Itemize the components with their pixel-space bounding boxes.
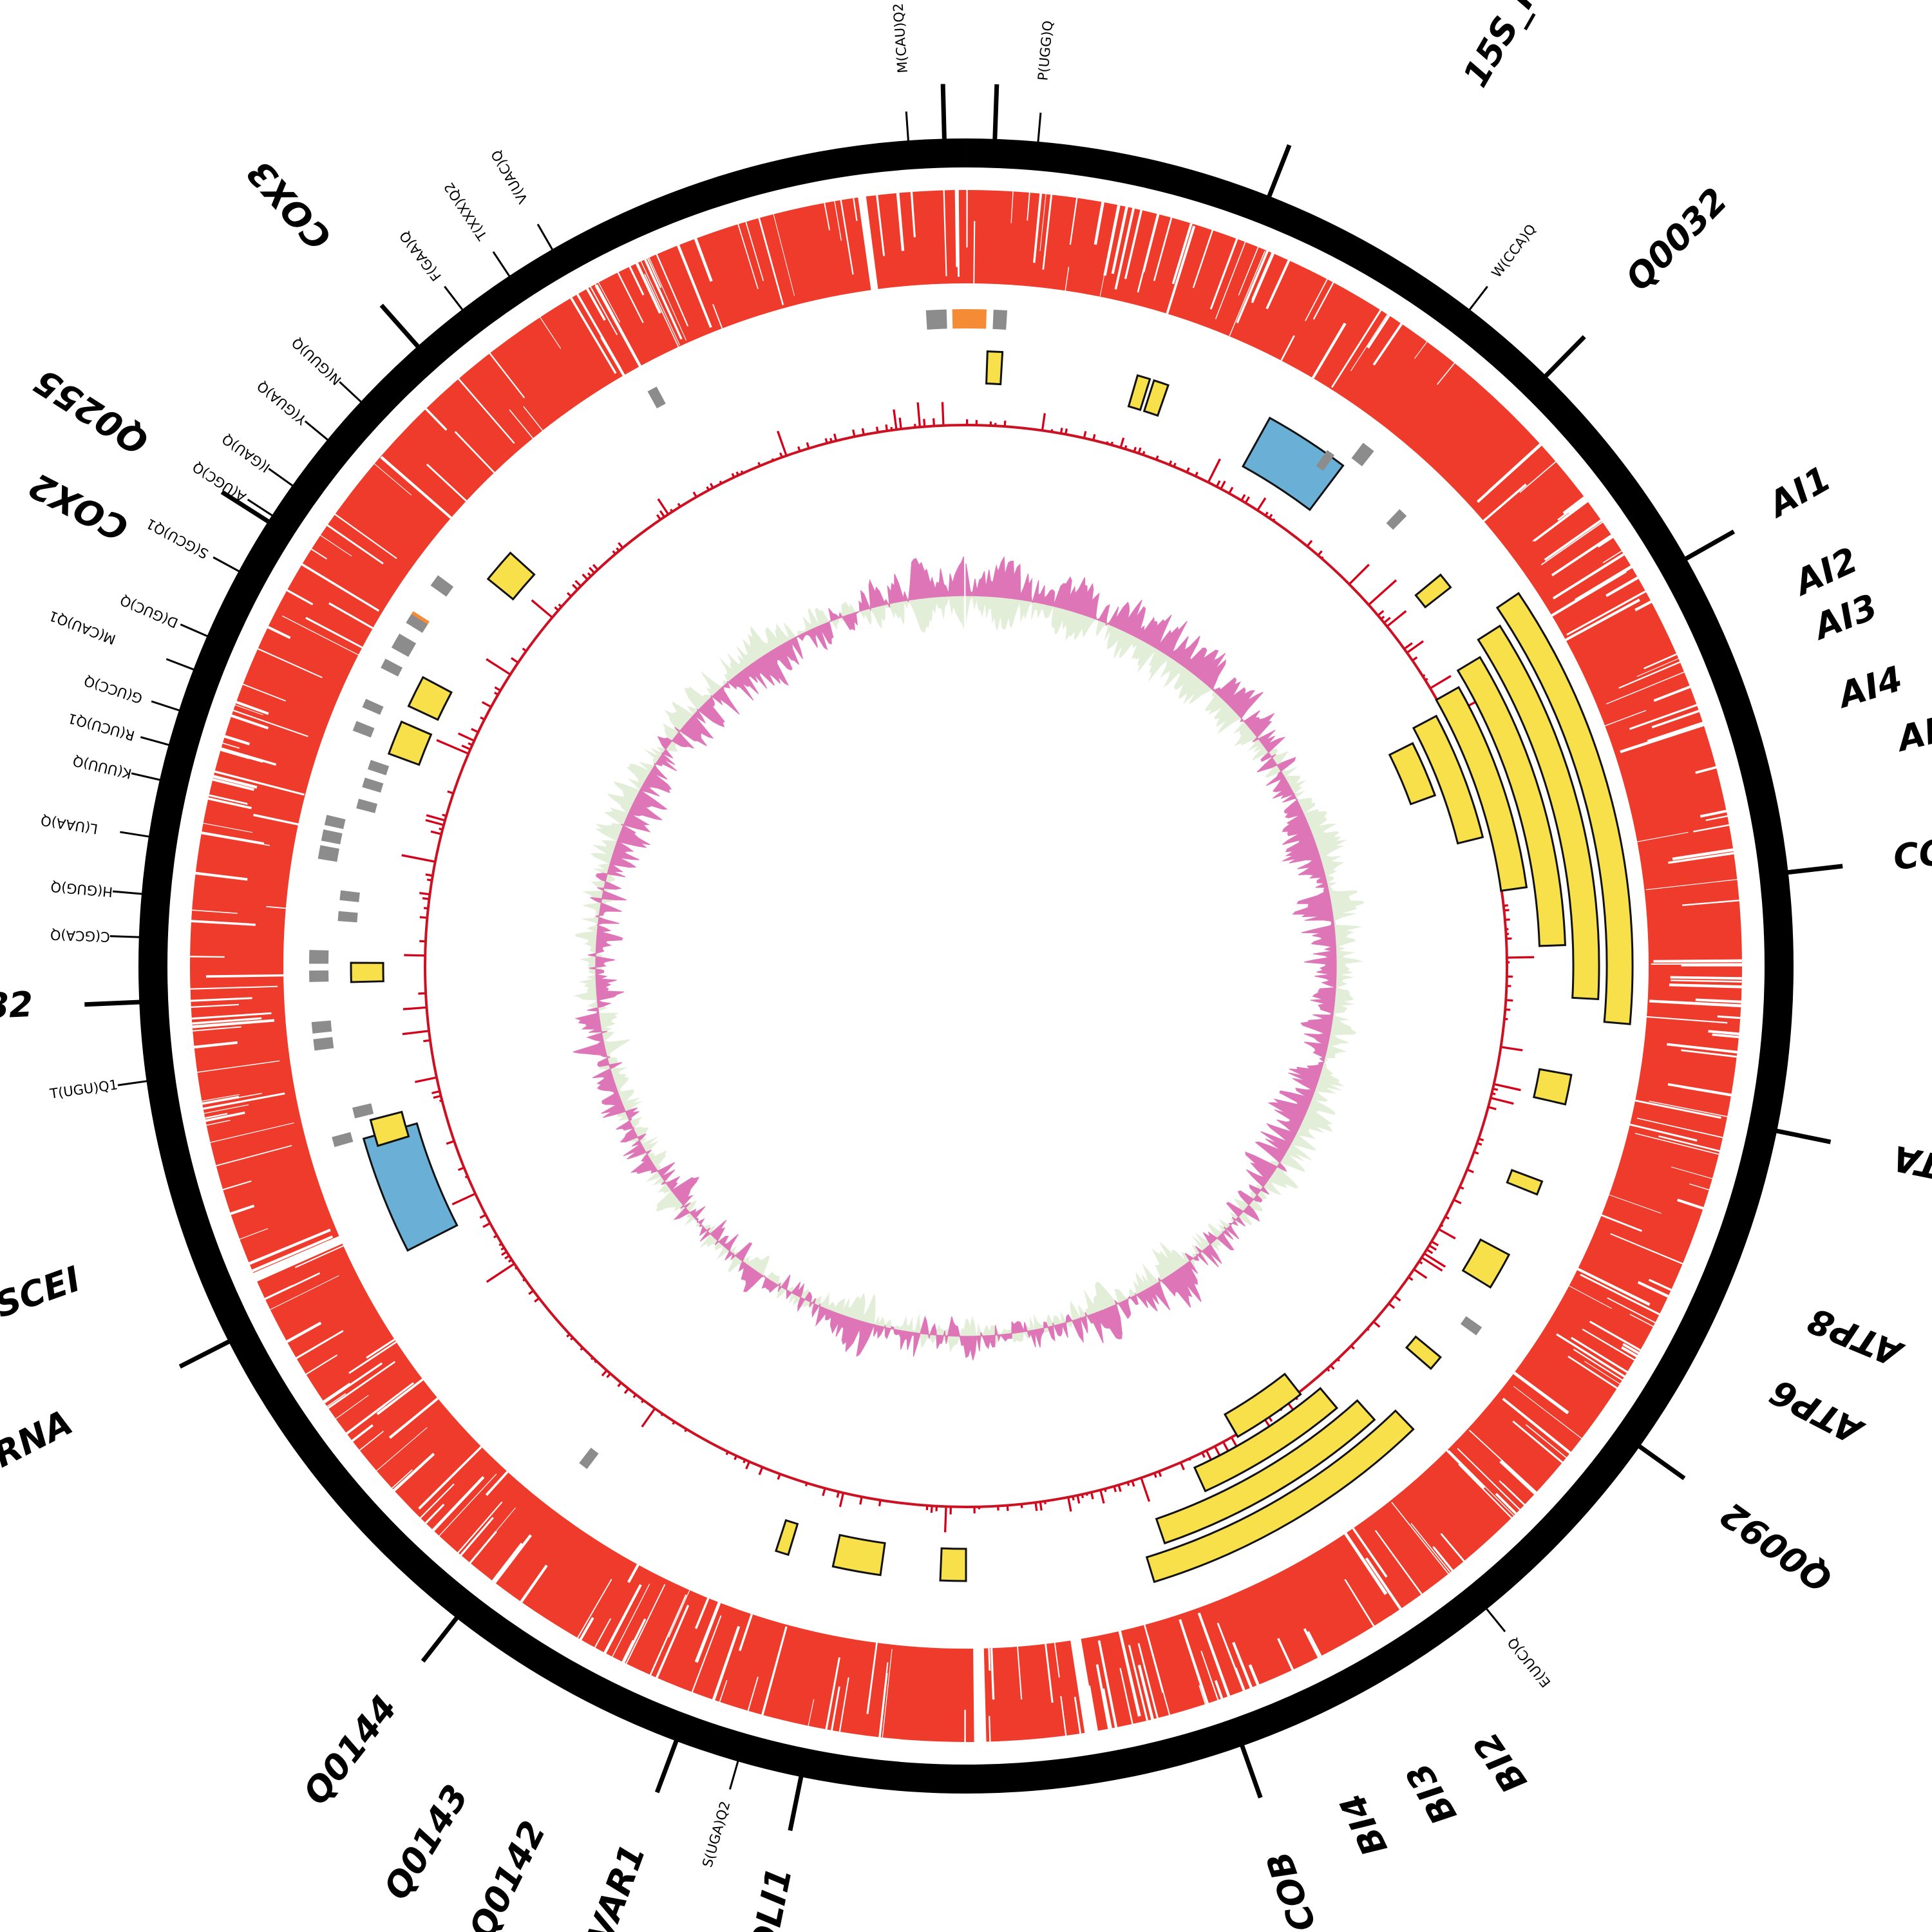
label-tick <box>654 1734 681 1794</box>
gene-label-21s-rrna: 21S_RRNA <box>0 1402 79 1529</box>
trna-tick <box>536 223 556 256</box>
trna-label-i-gau-q: I(GAU)Q <box>219 431 272 475</box>
feature-ring-mid <box>350 350 1573 1582</box>
label-tick <box>940 84 947 146</box>
gene-label-cox3: COX3 <box>240 152 339 258</box>
label-tick <box>1781 864 1843 876</box>
gene-label-ai1: AI1 <box>1759 458 1837 526</box>
gene-label-var1: VAR1 <box>580 1839 654 1932</box>
gene-label-q0255: Q0255 <box>27 361 155 463</box>
trna-label-a-ugc-q: A(UGC)Q <box>190 459 249 505</box>
trna-label-k-uuu-q: K(UUU)Q <box>71 753 133 781</box>
feature-ring-outer <box>309 309 1482 1470</box>
gene-label-ai5-beta: AI5_BETA <box>1889 1137 1932 1213</box>
trna-label-m-cau-q2: M(CAU)Q2 <box>890 3 911 73</box>
label-tick <box>1679 529 1736 564</box>
gene-label-scei: SCEI <box>0 1258 86 1326</box>
trna-label-h-gug-q: H(GUG)Q <box>50 879 113 900</box>
gene-label-q0142: Q0142 <box>461 1815 554 1932</box>
trna-tick <box>180 623 214 639</box>
gene-label-q0182: Q0182 <box>0 984 34 1030</box>
gene-label-bi3: BI3 <box>1398 1756 1464 1832</box>
trna-label-r-ucu-q1: R(UCU)Q1 <box>66 710 137 744</box>
trna-label-y-gua-q: Y(GUA)Q <box>254 378 310 428</box>
label-tick <box>1633 1441 1686 1481</box>
label-tick <box>1265 144 1292 204</box>
trna-tick <box>1482 1603 1506 1633</box>
trna-tick <box>109 935 146 939</box>
trna-tick <box>1464 285 1488 316</box>
gene-label-oli1: OLI1 <box>743 1864 800 1932</box>
histogram-baseline-circle <box>424 424 1508 1508</box>
trna-tick <box>492 251 514 282</box>
gene-label-bi2: BI2 <box>1466 1725 1535 1800</box>
trna-tick <box>444 285 468 316</box>
gene-label-bi4: BI4 <box>1332 1787 1396 1862</box>
gc-skew-track <box>573 556 1365 1361</box>
label-tick <box>379 303 424 353</box>
trna-tick <box>117 1079 153 1086</box>
backbone-ring <box>138 138 1794 1794</box>
trna-label-f-gaa-q: F(GAA)Q <box>397 228 444 283</box>
cox1-intron-arcs <box>1388 592 1634 1025</box>
trna-label-m-cau-q1: M(CAU)Q1 <box>47 608 118 647</box>
label-tick <box>178 1336 236 1369</box>
trna-label-v-uac-q: V(UAC)Q <box>488 147 531 206</box>
trna-label-e-uuc-q: E(UUC)Q <box>1504 1634 1553 1690</box>
label-tick <box>1238 1739 1263 1799</box>
label-tick <box>84 999 146 1007</box>
gene-label-q0032: Q0032 <box>1618 180 1735 299</box>
cob-intron-arcs <box>1145 1372 1415 1584</box>
gene-ring <box>189 190 1742 1743</box>
trna-label-c-gca-q: C(GCA)Q <box>50 927 111 944</box>
gene-label-atp6: ATP6 <box>1764 1371 1871 1453</box>
gene-label-cob: COB <box>1258 1846 1324 1932</box>
trna-label-d-guc-q: D(GUC)Q <box>118 592 180 631</box>
gene-label-atp8: ATP8 <box>1802 1300 1909 1375</box>
trna-tick <box>151 700 185 714</box>
label-tick <box>421 1611 462 1663</box>
trna-tick <box>112 890 148 896</box>
label-tick <box>220 489 275 527</box>
trna-label-p-ugg-q: P(UGG)Q <box>1035 20 1056 81</box>
trna-tick <box>140 736 175 748</box>
histogram-track <box>401 402 1535 1533</box>
trna-tick <box>166 658 200 673</box>
label-tick <box>1540 335 1586 383</box>
trna-tick <box>905 111 910 147</box>
gene-label-cox1: COX1 <box>1891 826 1932 878</box>
gene-label-q0144: Q0144 <box>296 1688 405 1812</box>
trna-label-g-ucc-q: G(UCC)Q <box>82 673 145 706</box>
trna-tick <box>213 556 245 575</box>
trna-tick <box>1036 112 1042 148</box>
trna-label-l-uaa-q: L(UAA)Q <box>40 813 99 837</box>
trna-label-s-gcu-q1: S(GCU)Q1 <box>144 515 211 562</box>
gene-label-q0092: Q0092 <box>1713 1494 1839 1600</box>
trna-label-t-ugu-q1: T(UGU)Q1 <box>48 1077 118 1102</box>
trna-label-s-uga-q2: S(UGA)Q2 <box>699 1799 733 1869</box>
label-tick <box>1770 1127 1832 1144</box>
trna-tick <box>304 420 334 445</box>
trna-tick <box>728 1755 741 1790</box>
trna-tick <box>247 498 278 520</box>
trna-tick <box>339 381 366 407</box>
gene-label-15s-rrna: 15S_RRNA <box>1455 0 1590 94</box>
label-tick <box>788 1770 805 1832</box>
trna-tick <box>120 831 155 839</box>
trna-label-n-guu-q: N(GUU)Q <box>289 335 344 388</box>
label-tick-marks <box>84 84 1843 1832</box>
trna-tick <box>131 772 167 782</box>
gene-label-cox2: COX2 <box>23 465 135 549</box>
label-tick <box>992 84 999 146</box>
trna-label-w-cca-q: W(CCA)Q <box>1489 222 1539 281</box>
gene-label-ai4: AI4 <box>1832 658 1907 716</box>
gene-label-q0143: Q0143 <box>376 1777 477 1906</box>
trna-label-t-xxx-q2: T(XXX)Q2 <box>441 180 491 243</box>
trna-tick <box>268 468 298 490</box>
